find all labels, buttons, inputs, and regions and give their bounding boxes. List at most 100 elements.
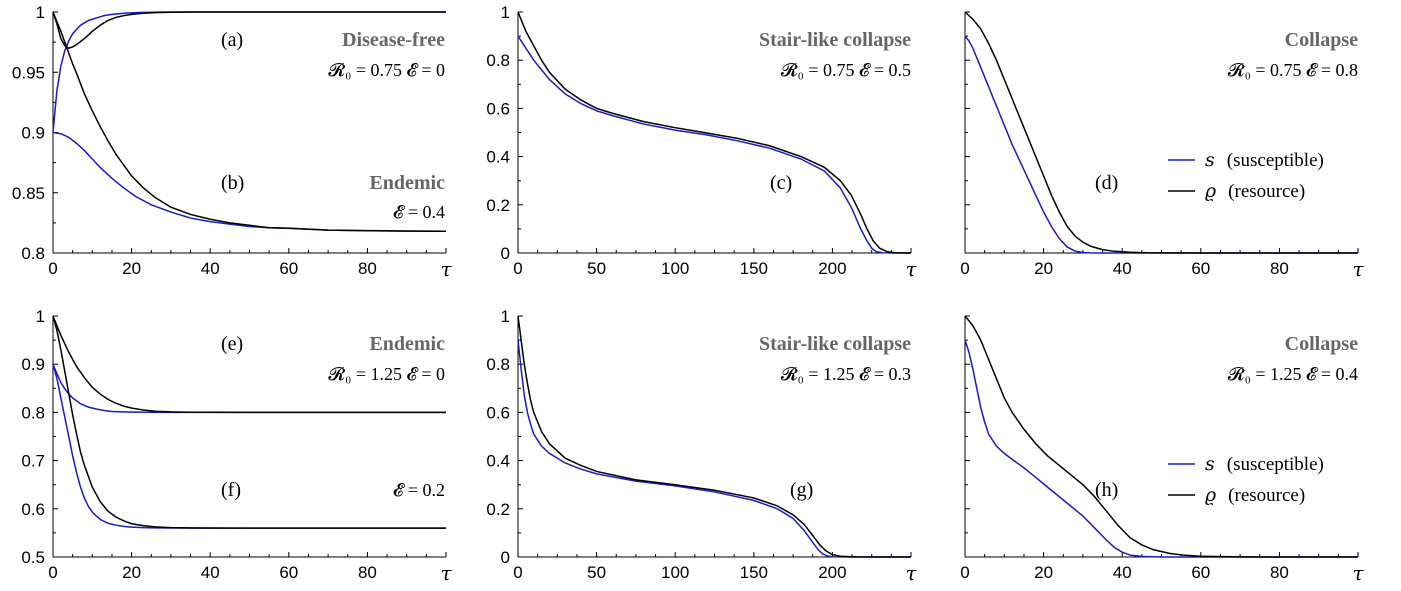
x-tick-label: 40 — [1113, 563, 1132, 582]
x-tick-label: 60 — [279, 563, 298, 582]
axes: 0 50 100 150 200 τ 0 0.2 0.4 0.6 0.8 1 — [486, 307, 917, 585]
axes: 0 20 40 60 80 τ — [960, 11, 1364, 281]
x-axis-label: τ — [440, 257, 452, 281]
panel-letter-f: (f) — [221, 479, 241, 501]
susceptible-curve — [517, 340, 911, 558]
param-label-h: 𝓡₀ = 1.25 𝓔 = 0.4 — [1228, 364, 1358, 384]
x-tick-label: 80 — [358, 259, 377, 278]
legend: s (susceptible) ϱ (resource) — [1168, 149, 1324, 202]
param-label-b: 𝓔 = 0.4 — [393, 202, 445, 222]
legend-label-resource: ϱ (resource) — [1205, 484, 1305, 506]
x-tick-label: 0 — [48, 259, 57, 278]
x-tick-label: 150 — [740, 259, 768, 278]
y-tick-label: 1 — [36, 3, 45, 22]
resource-curve-b — [52, 11, 447, 233]
y-tick-label: 0 — [501, 244, 510, 263]
x-tick-label: 20 — [122, 259, 141, 278]
panel-letter-d: (d) — [1095, 172, 1118, 194]
x-tick-label: 0 — [48, 563, 57, 582]
y-tick-label: 1 — [36, 307, 45, 326]
param-label-f: 𝓔 = 0.2 — [393, 480, 445, 500]
y-tick-label: 0.5 — [21, 548, 45, 567]
param-label-d: 𝓡₀ = 0.75 𝓔 = 0.8 — [1228, 60, 1358, 80]
axes: 0 20 40 60 80 τ 0.5 0.6 0.7 0.8 0.9 1 — [21, 307, 452, 585]
x-tick-label: 20 — [1034, 563, 1053, 582]
series-group — [52, 315, 446, 529]
y-tick-label: 0.4 — [486, 452, 510, 471]
x-tick-label: 40 — [201, 563, 220, 582]
y-tick-label: 0.85 — [12, 184, 45, 203]
regime-label-b: Endemic — [369, 172, 445, 194]
y-tick-label: 0.6 — [486, 403, 510, 422]
series-group — [52, 11, 447, 233]
resource-curve — [517, 11, 912, 254]
regime-label-g: Stair-like collapse — [759, 333, 911, 355]
susceptible-curve-f — [52, 364, 446, 529]
panel-letter-b: (b) — [221, 172, 244, 194]
y-tick-label: 0.6 — [21, 500, 45, 519]
axes: 0 20 40 60 80 τ — [960, 315, 1364, 585]
y-tick-label: 0.7 — [21, 452, 45, 471]
x-tick-label: 50 — [587, 563, 606, 582]
legend-label-resource: ϱ (resource) — [1205, 180, 1305, 202]
susceptible-curve — [517, 35, 911, 254]
y-tick-label: 0.2 — [486, 500, 510, 519]
regime-label-a: Disease-free — [342, 29, 445, 51]
x-tick-label: 200 — [818, 259, 846, 278]
panel-c: (c) Stair-like collapse 𝓡₀ = 0.75 𝓔 = 0.… — [486, 3, 917, 281]
legend-label-susceptible: s (susceptible) — [1205, 149, 1324, 171]
param-label-e: 𝓡₀ = 1.25 𝓔 = 0 — [328, 364, 445, 384]
x-tick-label: 60 — [1191, 259, 1210, 278]
x-axis-label: τ — [905, 257, 917, 281]
x-tick-label: 60 — [279, 259, 298, 278]
x-tick-label: 80 — [1270, 563, 1289, 582]
axes: 0 20 40 60 80 τ 0.8 0.85 0.9 0.95 1 — [12, 3, 453, 281]
param-label-c: 𝓡₀ = 0.75 𝓔 = 0.5 — [781, 60, 911, 80]
x-axis-label: τ — [905, 561, 917, 585]
y-tick-label: 0.8 — [21, 244, 45, 263]
panel-letter-c: (c) — [770, 172, 792, 194]
regime-label-d: Collapse — [1285, 29, 1358, 51]
param-label-a: 𝓡₀ = 0.75 𝓔 = 0 — [328, 60, 445, 80]
x-tick-label: 0 — [960, 259, 969, 278]
y-tick-label: 0.95 — [12, 63, 45, 82]
resource-curve-e — [52, 315, 446, 414]
y-tick-label: 0.2 — [486, 196, 510, 215]
regime-label-h: Collapse — [1285, 333, 1358, 355]
panel-h: (h) Collapse 𝓡₀ = 1.25 𝓔 = 0.4 s (suscept… — [960, 315, 1364, 585]
y-tick-label: 0.8 — [486, 51, 510, 70]
resource-curve — [517, 315, 912, 558]
x-axis-label: τ — [440, 561, 452, 585]
x-tick-label: 0 — [960, 563, 969, 582]
x-tick-label: 150 — [740, 563, 768, 582]
x-tick-label: 100 — [661, 259, 689, 278]
x-tick-label: 20 — [122, 563, 141, 582]
x-tick-label: 50 — [587, 259, 606, 278]
panel-letter-g: (g) — [790, 479, 813, 501]
y-tick-label: 1 — [501, 3, 510, 22]
x-tick-label: 0 — [513, 563, 522, 582]
x-tick-label: 40 — [1113, 259, 1132, 278]
regime-label-e: Endemic — [369, 333, 445, 355]
panel-ab: (a) Disease-free 𝓡₀ = 0.75 𝓔 = 0 (b) End… — [12, 3, 453, 281]
y-tick-label: 0.9 — [21, 124, 45, 143]
legend: s (susceptible) ϱ (resource) — [1168, 453, 1324, 506]
y-tick-label: 0.9 — [21, 355, 45, 374]
series-group — [964, 315, 1358, 558]
series-group — [517, 11, 912, 254]
x-tick-label: 80 — [1270, 259, 1289, 278]
x-tick-label: 0 — [513, 259, 522, 278]
y-tick-label: 0 — [501, 548, 510, 567]
legend-label-susceptible: s (susceptible) — [1205, 453, 1324, 475]
resource-curve-f — [52, 315, 446, 529]
panel-letter-h: (h) — [1095, 479, 1118, 501]
susceptible-curve — [964, 35, 1358, 254]
regime-label-c: Stair-like collapse — [759, 29, 911, 51]
y-tick-label: 1 — [501, 307, 510, 326]
resource-curve — [964, 315, 1358, 558]
panel-letter-e: (e) — [221, 333, 243, 355]
x-tick-label: 200 — [818, 563, 846, 582]
x-axis-label: τ — [1352, 257, 1364, 281]
x-tick-label: 80 — [358, 563, 377, 582]
